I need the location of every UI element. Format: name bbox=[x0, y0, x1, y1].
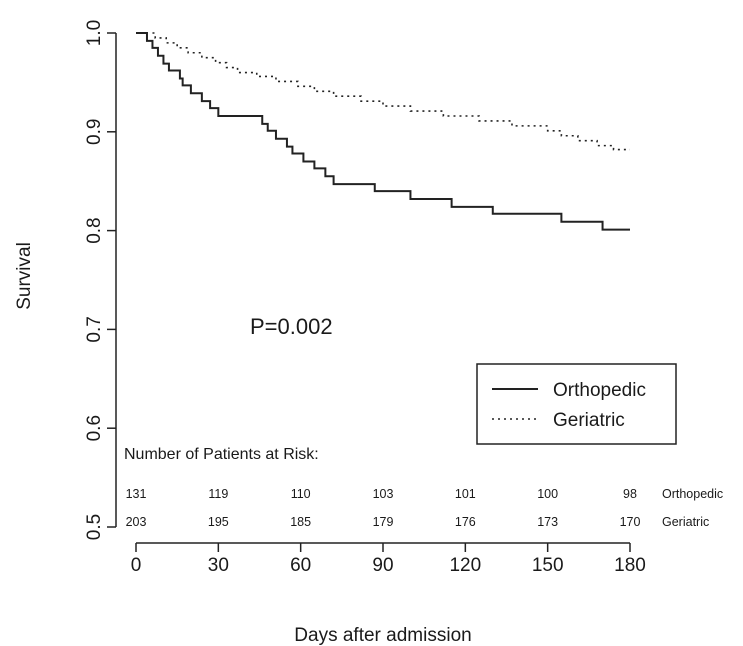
legend-box bbox=[476, 363, 677, 445]
risk-count-geriatric: 170 bbox=[620, 515, 641, 529]
x-tick-label: 120 bbox=[449, 555, 481, 576]
legend-label-geriatric: Geriatric bbox=[553, 410, 625, 431]
risk-table-counts: 131 119 110 103 101 100 98 203 195 185 179 176 173 17… bbox=[126, 487, 641, 529]
risk-count-geriatric: 185 bbox=[290, 515, 311, 529]
risk-count-geriatric: 176 bbox=[455, 515, 476, 529]
risk-count-orthopedic: 119 bbox=[208, 487, 228, 501]
p-value-annotation: P=0.002 bbox=[250, 314, 333, 339]
y-tick-label: 0.5 bbox=[84, 514, 105, 540]
risk-count-geriatric: 179 bbox=[373, 515, 394, 529]
risk-count-orthopedic: 98 bbox=[623, 487, 637, 501]
y-tick-label: 0.7 bbox=[84, 316, 105, 342]
x-tick-label: 180 bbox=[614, 555, 646, 576]
x-tick-label: 30 bbox=[208, 555, 229, 576]
risk-count-geriatric: 203 bbox=[126, 515, 147, 529]
x-tick-label: 150 bbox=[532, 555, 564, 576]
risk-count-geriatric: 173 bbox=[537, 515, 558, 529]
risk-count-orthopedic: 101 bbox=[455, 487, 476, 501]
risk-count-orthopedic: 110 bbox=[291, 487, 311, 501]
x-tick-label: 60 bbox=[290, 555, 311, 576]
y-tick-label: 0.9 bbox=[84, 119, 105, 145]
x-tick-label: 90 bbox=[372, 555, 393, 576]
survival-curves bbox=[136, 32, 630, 231]
x-axis-title: Days after admission bbox=[294, 625, 471, 646]
y-tick-label: 0.8 bbox=[84, 217, 105, 243]
risk-table-title: Number of Patients at Risk: bbox=[124, 446, 319, 463]
legend: Orthopedic Geriatric bbox=[476, 363, 677, 445]
risk-count-orthopedic: 100 bbox=[537, 487, 558, 501]
risk-row-label-orthopedic: Orthopedic bbox=[662, 487, 723, 501]
risk-row-label-geriatric: Geriatric bbox=[662, 515, 709, 529]
x-tick-label: 0 bbox=[131, 555, 142, 576]
risk-count-orthopedic: 103 bbox=[373, 487, 394, 501]
y-tick-label: 0.6 bbox=[84, 415, 105, 441]
y-tick-label: 1.0 bbox=[84, 20, 105, 46]
survival-curve-geriatric bbox=[152, 32, 630, 151]
risk-count-orthopedic: 131 bbox=[126, 487, 147, 501]
risk-count-geriatric: 195 bbox=[208, 515, 229, 529]
axes: 0.5 0.6 0.7 0.8 0.9 1.0 0 30 60 90 120 150 180 bbox=[84, 20, 646, 576]
legend-label-orthopedic: Orthopedic bbox=[553, 380, 646, 401]
y-axis-title: Survival bbox=[14, 242, 35, 310]
survival-curve-orthopedic bbox=[136, 32, 630, 231]
